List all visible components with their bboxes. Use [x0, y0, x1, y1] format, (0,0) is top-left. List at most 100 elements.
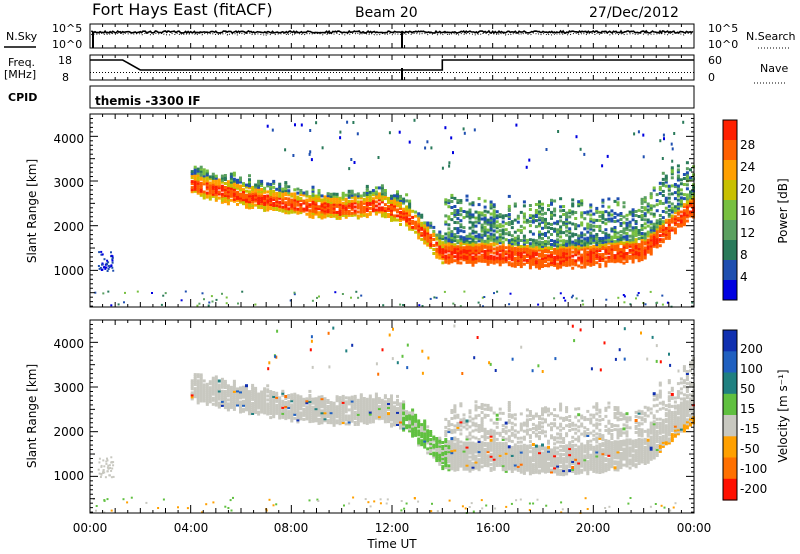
power-cell [417, 236, 421, 240]
velocity-cell [308, 414, 312, 418]
power-cell [580, 241, 584, 245]
power-cell [411, 219, 415, 223]
velocity-cell [525, 422, 529, 426]
power-cell [513, 202, 517, 206]
power-cell [658, 220, 662, 223]
power-cell [581, 299, 584, 302]
velocity-cell [450, 465, 454, 469]
power-cell [341, 211, 345, 215]
power-cell [631, 214, 635, 218]
power-cell [619, 230, 623, 234]
power-cell [365, 184, 369, 188]
power-cell [516, 261, 520, 264]
velocity-cell [284, 417, 288, 421]
power-cell [350, 213, 354, 217]
power-cell [556, 258, 560, 262]
velocity-cell [214, 385, 218, 389]
power-cell [571, 294, 574, 297]
velocity-cell [278, 404, 282, 408]
power-cell [266, 198, 270, 202]
velocity-cell [519, 444, 523, 448]
power-cell [207, 304, 210, 307]
power-cell [685, 203, 689, 207]
power-cell [568, 239, 572, 243]
power-cell [673, 215, 677, 219]
power-cell [528, 238, 532, 242]
power-cell [528, 252, 532, 256]
velocity-cell [423, 435, 427, 439]
velocity-cell [453, 438, 457, 442]
power-cell [531, 218, 535, 222]
power-cell [405, 209, 409, 213]
power-cell [649, 204, 653, 208]
power-cell [480, 211, 484, 215]
power-cell [676, 222, 680, 226]
power-cell [643, 240, 647, 244]
power-cell [477, 257, 481, 261]
velocity-cell [510, 449, 514, 453]
velocity-cell [232, 401, 236, 405]
velocity-cell [453, 408, 457, 412]
power-cell [452, 302, 455, 305]
velocity-cell [525, 430, 529, 434]
velocity-cell [368, 412, 372, 416]
power-cell [510, 254, 514, 258]
power-cell [489, 254, 493, 258]
power-cell [568, 227, 572, 231]
power-cell [365, 195, 369, 198]
power-cell [607, 245, 611, 249]
power-cell [640, 238, 644, 241]
freq-unit-label: [MHz] [4, 68, 36, 81]
power-cell [601, 257, 605, 260]
velocity-cell [426, 439, 430, 443]
velocity-cell [220, 399, 224, 403]
power-cell [673, 227, 677, 231]
power-cell [501, 230, 505, 234]
velocity-cell [383, 416, 387, 420]
power-cell [211, 184, 215, 188]
power-cell [242, 198, 245, 202]
velocity-cell [254, 394, 258, 398]
velocity-cell [402, 424, 406, 428]
power-cell [595, 235, 599, 238]
power-cell [501, 252, 505, 256]
velocity-cell [510, 462, 514, 465]
velocity-cell [468, 463, 472, 467]
velocity-cell [459, 444, 463, 448]
power-cell [251, 194, 255, 197]
power-cell [468, 252, 472, 256]
power-cell [232, 191, 236, 195]
velocity-cell [465, 423, 469, 427]
power-cell [468, 256, 472, 260]
power-cell [682, 203, 686, 207]
power-cell [625, 252, 629, 255]
power-cell [453, 245, 457, 249]
power-cell [643, 214, 647, 218]
power-cell [239, 198, 242, 202]
power-cell [450, 248, 454, 252]
power-cell [402, 209, 406, 213]
velocity-cell [287, 400, 291, 404]
velocity-cell [547, 441, 550, 445]
power-cell [528, 230, 532, 234]
power-cell [459, 201, 463, 205]
velocity-cell [254, 411, 258, 414]
velocity-cell [562, 437, 566, 440]
power-cell [574, 263, 578, 267]
power-cell [510, 242, 514, 246]
velocity-cell [402, 428, 406, 432]
power-cell [607, 235, 611, 239]
power-cell [538, 246, 541, 250]
velocity-cell [362, 399, 366, 403]
power-cell [568, 263, 572, 267]
velocity-cell [217, 391, 221, 395]
power-cell [377, 210, 381, 214]
power-cell [190, 170, 194, 174]
velocity-cell [435, 453, 439, 457]
velocity-cell [456, 466, 460, 470]
velocity-cell [335, 409, 339, 413]
power-cell [260, 206, 264, 210]
velocity-cell [374, 408, 378, 412]
velocity-cell [522, 469, 526, 473]
power-cell [541, 250, 544, 254]
